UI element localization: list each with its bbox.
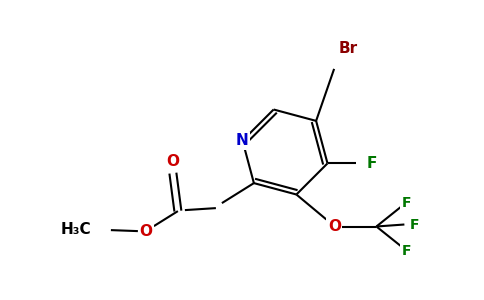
Text: F: F <box>366 156 377 171</box>
Text: H₃C: H₃C <box>60 222 91 237</box>
Text: F: F <box>402 244 411 257</box>
Text: O: O <box>139 224 152 238</box>
Text: F: F <box>402 196 411 209</box>
Text: O: O <box>328 219 341 234</box>
Text: F: F <box>409 218 419 232</box>
Text: O: O <box>166 154 180 169</box>
Text: N: N <box>236 133 249 148</box>
Text: Br: Br <box>338 41 358 56</box>
